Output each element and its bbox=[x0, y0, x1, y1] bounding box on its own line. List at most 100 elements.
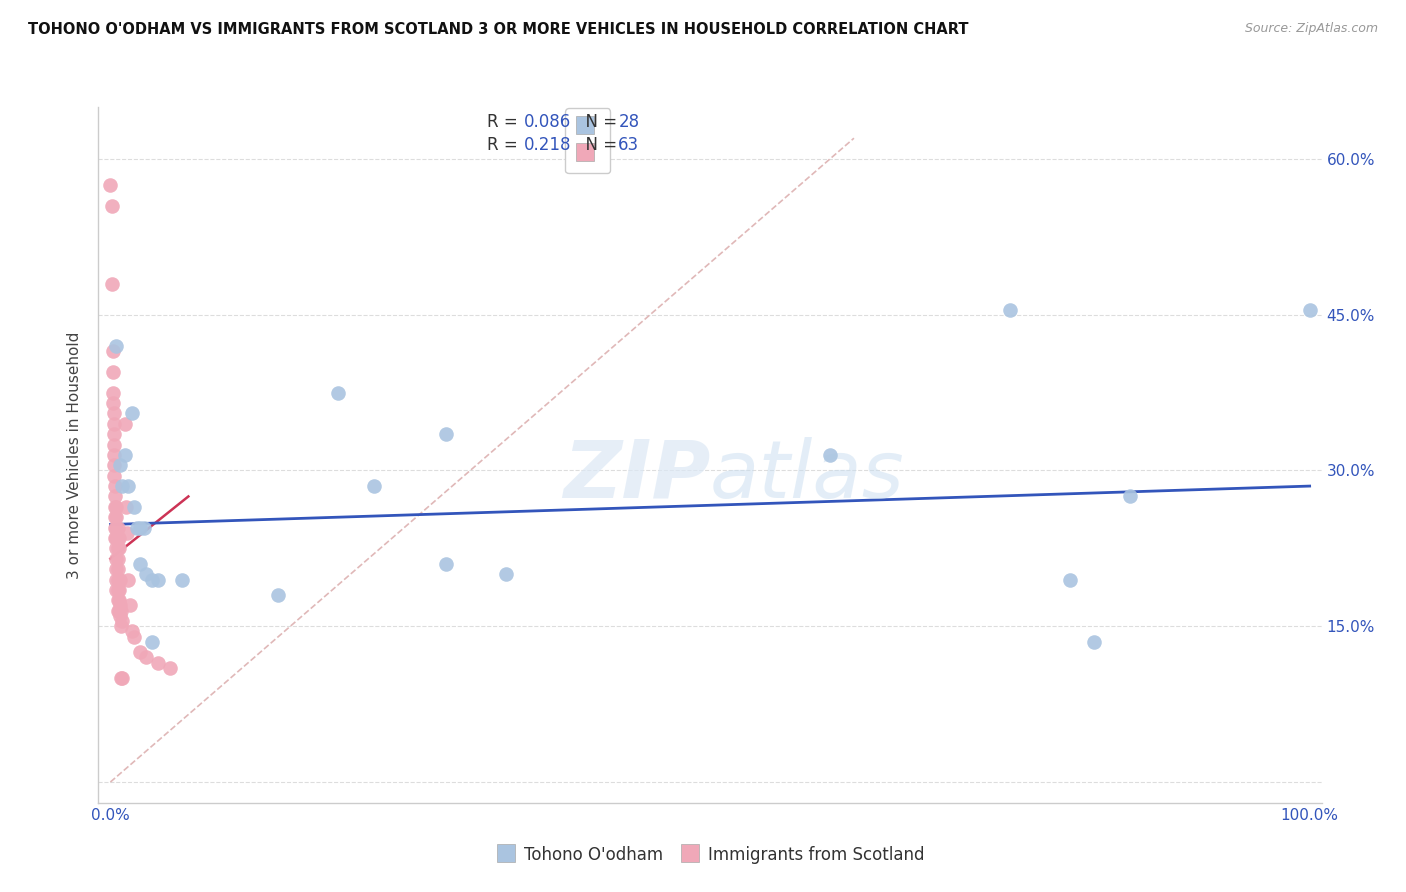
Point bbox=[104, 510, 127, 524]
Point bbox=[104, 490, 127, 504]
Point bbox=[148, 656, 170, 670]
Point bbox=[108, 573, 131, 587]
Point bbox=[115, 525, 138, 540]
Y-axis label: 3 or more Vehicles in Household: 3 or more Vehicles in Household bbox=[67, 331, 83, 579]
Point bbox=[105, 339, 128, 353]
Point bbox=[104, 500, 127, 514]
Point bbox=[101, 396, 124, 410]
Point bbox=[107, 562, 129, 576]
Point bbox=[1083, 635, 1105, 649]
Point bbox=[111, 614, 134, 628]
Point bbox=[108, 599, 131, 613]
Point bbox=[117, 479, 139, 493]
Point bbox=[1119, 490, 1142, 504]
Point bbox=[125, 520, 148, 534]
Point bbox=[105, 531, 128, 545]
Point bbox=[328, 385, 350, 400]
Point bbox=[107, 551, 129, 566]
Point bbox=[108, 541, 131, 556]
Text: 0.218: 0.218 bbox=[524, 136, 572, 154]
Point bbox=[107, 604, 129, 618]
Text: R =: R = bbox=[488, 136, 529, 154]
Point bbox=[135, 650, 157, 665]
Point bbox=[100, 178, 122, 192]
Legend: Tohono O'odham, Immigrants from Scotland: Tohono O'odham, Immigrants from Scotland bbox=[489, 839, 931, 871]
Point bbox=[107, 593, 129, 607]
Point bbox=[104, 479, 127, 493]
Point bbox=[267, 588, 290, 602]
Point bbox=[124, 500, 146, 514]
Point bbox=[172, 573, 194, 587]
Point bbox=[108, 608, 131, 623]
Point bbox=[105, 562, 128, 576]
Point bbox=[107, 573, 129, 587]
Point bbox=[108, 604, 131, 618]
Point bbox=[129, 520, 152, 534]
Point bbox=[103, 468, 125, 483]
Point bbox=[110, 671, 132, 685]
Point bbox=[434, 427, 457, 442]
Point bbox=[110, 619, 132, 633]
Point bbox=[105, 573, 128, 587]
Point bbox=[495, 567, 517, 582]
Text: N =: N = bbox=[575, 136, 623, 154]
Point bbox=[105, 582, 128, 597]
Point bbox=[108, 458, 131, 473]
Text: 0.086: 0.086 bbox=[524, 113, 571, 131]
Point bbox=[363, 479, 385, 493]
Point bbox=[105, 551, 128, 566]
Point bbox=[141, 573, 163, 587]
Point bbox=[148, 573, 170, 587]
Text: TOHONO O'ODHAM VS IMMIGRANTS FROM SCOTLAND 3 OR MORE VEHICLES IN HOUSEHOLD CORRE: TOHONO O'ODHAM VS IMMIGRANTS FROM SCOTLA… bbox=[28, 22, 969, 37]
Point bbox=[818, 448, 841, 462]
Text: 63: 63 bbox=[619, 136, 640, 154]
Point bbox=[103, 427, 125, 442]
Point bbox=[117, 573, 139, 587]
Point bbox=[124, 630, 146, 644]
Text: Source: ZipAtlas.com: Source: ZipAtlas.com bbox=[1244, 22, 1378, 36]
Point bbox=[100, 277, 122, 291]
Point bbox=[101, 385, 124, 400]
Point bbox=[132, 520, 155, 534]
Point bbox=[115, 500, 138, 514]
Point bbox=[107, 541, 129, 556]
Point bbox=[121, 624, 143, 639]
Point bbox=[103, 448, 125, 462]
Point bbox=[103, 406, 125, 420]
Point bbox=[110, 604, 132, 618]
Point bbox=[108, 573, 131, 587]
Point bbox=[118, 599, 141, 613]
Point bbox=[105, 520, 128, 534]
Point bbox=[104, 520, 127, 534]
Point bbox=[107, 582, 129, 597]
Point bbox=[114, 417, 136, 431]
Point bbox=[114, 448, 136, 462]
Point bbox=[135, 567, 157, 582]
Point bbox=[101, 344, 124, 359]
Point bbox=[1059, 573, 1081, 587]
Point bbox=[108, 582, 131, 597]
Point bbox=[111, 479, 134, 493]
Point bbox=[103, 417, 125, 431]
Text: R =: R = bbox=[488, 113, 523, 131]
Point bbox=[100, 199, 122, 213]
Point bbox=[998, 302, 1021, 317]
Point bbox=[111, 671, 134, 685]
Point bbox=[105, 541, 128, 556]
Point bbox=[159, 661, 181, 675]
Point bbox=[1298, 302, 1320, 317]
Text: N =: N = bbox=[575, 113, 623, 131]
Point bbox=[121, 406, 143, 420]
Point bbox=[107, 520, 129, 534]
Text: ZIP: ZIP bbox=[562, 437, 710, 515]
Point bbox=[108, 593, 131, 607]
Point bbox=[103, 437, 125, 451]
Point bbox=[103, 458, 125, 473]
Point bbox=[141, 635, 163, 649]
Text: 28: 28 bbox=[619, 113, 640, 131]
Point bbox=[105, 510, 128, 524]
Text: atlas: atlas bbox=[710, 437, 905, 515]
Point bbox=[129, 557, 152, 571]
Point bbox=[434, 557, 457, 571]
Point bbox=[105, 500, 128, 514]
